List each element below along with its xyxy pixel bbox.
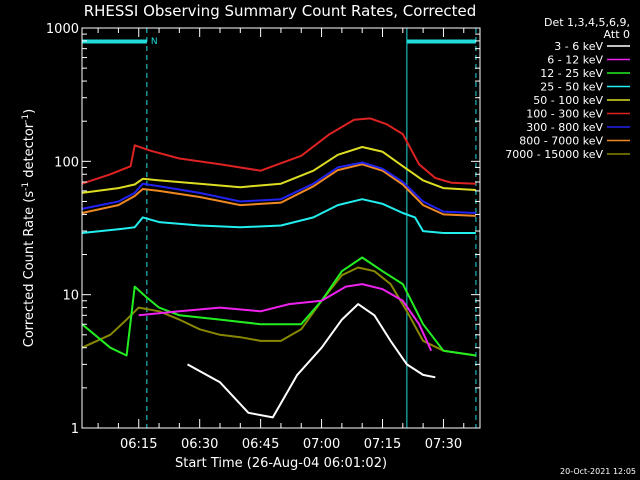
y-axis-label-end: ) bbox=[22, 109, 37, 114]
legend-label: 7000 - 15000 keV bbox=[505, 148, 603, 161]
night-marker-label: N bbox=[151, 37, 158, 47]
observing-bar bbox=[82, 39, 147, 44]
y-tick-label: 1000 bbox=[46, 22, 79, 37]
plot-content: N bbox=[81, 28, 477, 428]
legend-label: 6 - 12 keV bbox=[547, 54, 603, 67]
x-tick-label: 07:30 bbox=[425, 437, 462, 452]
legend-label: 12 - 25 keV bbox=[540, 67, 603, 80]
x-axis: 06:15 06:30 06:45 07:00 07:15 07:30 bbox=[97, 28, 465, 452]
x-tick-label: 06:30 bbox=[181, 437, 218, 452]
y-axis: 1 10 100 1000 bbox=[46, 22, 480, 437]
y-axis-label-mid: detector bbox=[22, 122, 37, 182]
series-line-8 bbox=[81, 266, 477, 357]
chart-title: RHESSI Observing Summary Count Rates, Co… bbox=[84, 2, 477, 20]
series-line-4 bbox=[81, 146, 476, 194]
legend-header-line-2: Att 0 bbox=[604, 28, 630, 41]
legend-label: 50 - 100 keV bbox=[533, 94, 603, 107]
y-tick-label: 10 bbox=[62, 289, 79, 304]
x-tick-label: 06:45 bbox=[242, 437, 279, 452]
series-line-3 bbox=[81, 198, 476, 234]
y-axis-label-main: Corrected Count Rate (s bbox=[22, 191, 37, 348]
x-tick-label: 06:15 bbox=[120, 437, 157, 452]
y-axis-label-sup-1: -1 bbox=[21, 182, 31, 191]
legend-label: 25 - 50 keV bbox=[540, 81, 603, 94]
observing-bar bbox=[406, 39, 476, 44]
y-axis-label: Corrected Count Rate (s-1 detector-1) bbox=[21, 109, 37, 347]
series-line-6 bbox=[81, 161, 476, 214]
series-line-2 bbox=[81, 256, 477, 357]
legend-label: 3 - 6 keV bbox=[554, 40, 603, 53]
legend-header-line-1: Det 1,3,4,5,6,9, bbox=[544, 16, 630, 29]
y-tick-label: 1 bbox=[71, 422, 79, 437]
series-line-0 bbox=[187, 303, 436, 419]
x-tick-label: 07:00 bbox=[303, 437, 340, 452]
legend-label: 100 - 300 keV bbox=[526, 108, 603, 121]
series-line-1 bbox=[138, 283, 433, 352]
series-line-5 bbox=[81, 117, 476, 185]
legend-label: 800 - 7000 keV bbox=[519, 135, 603, 148]
footer-date: 20-Oct-2021 12:05 bbox=[560, 467, 636, 476]
y-axis-label-sup-2: -1 bbox=[21, 114, 31, 123]
legend-label: 300 - 800 keV bbox=[526, 121, 603, 134]
y-tick-label: 100 bbox=[54, 155, 79, 170]
x-tick-label: 07:15 bbox=[364, 437, 401, 452]
series-line-7 bbox=[81, 163, 476, 217]
x-axis-label: Start Time (26-Aug-04 06:01:02) bbox=[175, 456, 387, 471]
